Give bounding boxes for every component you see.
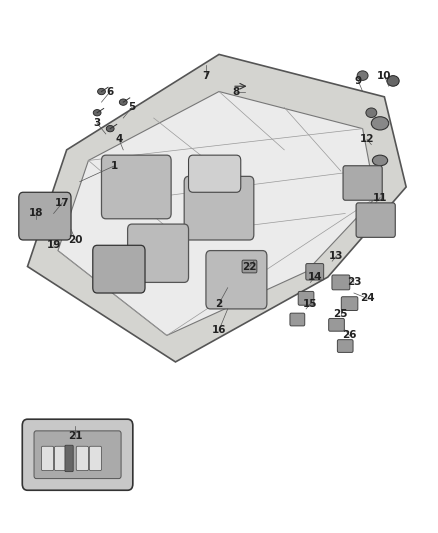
Text: 14: 14 [307,272,322,282]
FancyBboxPatch shape [306,264,324,280]
Text: 6: 6 [106,86,114,96]
Text: 8: 8 [233,86,240,96]
Text: 1: 1 [111,161,118,171]
FancyBboxPatch shape [54,446,67,471]
FancyBboxPatch shape [102,155,171,219]
Ellipse shape [371,117,389,130]
Text: 25: 25 [334,309,348,319]
Text: 4: 4 [115,134,123,144]
FancyBboxPatch shape [332,275,350,290]
Text: 2: 2 [215,298,223,309]
Ellipse shape [98,88,106,95]
Text: 26: 26 [343,330,357,341]
Text: 23: 23 [346,277,361,287]
Ellipse shape [106,125,114,132]
FancyBboxPatch shape [188,155,241,192]
Ellipse shape [372,155,388,166]
Polygon shape [58,92,376,335]
FancyBboxPatch shape [298,292,314,305]
FancyBboxPatch shape [242,260,257,273]
Ellipse shape [119,99,127,106]
FancyBboxPatch shape [341,297,358,311]
FancyBboxPatch shape [356,203,395,237]
Text: 3: 3 [93,118,101,128]
FancyBboxPatch shape [19,192,71,240]
FancyBboxPatch shape [337,340,353,352]
Text: 10: 10 [377,70,392,80]
FancyBboxPatch shape [184,176,254,240]
Polygon shape [28,54,406,362]
Text: 19: 19 [46,240,61,251]
FancyBboxPatch shape [22,419,133,490]
Ellipse shape [366,108,377,117]
Text: 16: 16 [212,325,226,335]
Text: 12: 12 [360,134,374,144]
FancyBboxPatch shape [89,446,102,471]
Text: 21: 21 [68,431,83,441]
FancyBboxPatch shape [93,245,145,293]
FancyBboxPatch shape [76,446,88,471]
FancyBboxPatch shape [290,313,305,326]
FancyBboxPatch shape [34,431,121,479]
FancyBboxPatch shape [328,318,344,331]
Text: 11: 11 [373,192,387,203]
Ellipse shape [93,110,101,116]
Text: 15: 15 [303,298,318,309]
FancyBboxPatch shape [343,166,382,200]
FancyBboxPatch shape [127,224,188,282]
Text: 7: 7 [202,70,210,80]
Text: 20: 20 [68,235,83,245]
FancyBboxPatch shape [42,446,53,471]
Text: 17: 17 [55,198,70,208]
Text: 9: 9 [355,76,362,86]
Text: 18: 18 [29,208,43,219]
Text: 24: 24 [360,293,374,303]
Text: 13: 13 [329,251,344,261]
Ellipse shape [357,71,368,80]
Ellipse shape [387,76,399,86]
FancyBboxPatch shape [65,445,73,472]
Text: 5: 5 [128,102,136,112]
FancyBboxPatch shape [206,251,267,309]
Text: 22: 22 [242,262,257,271]
